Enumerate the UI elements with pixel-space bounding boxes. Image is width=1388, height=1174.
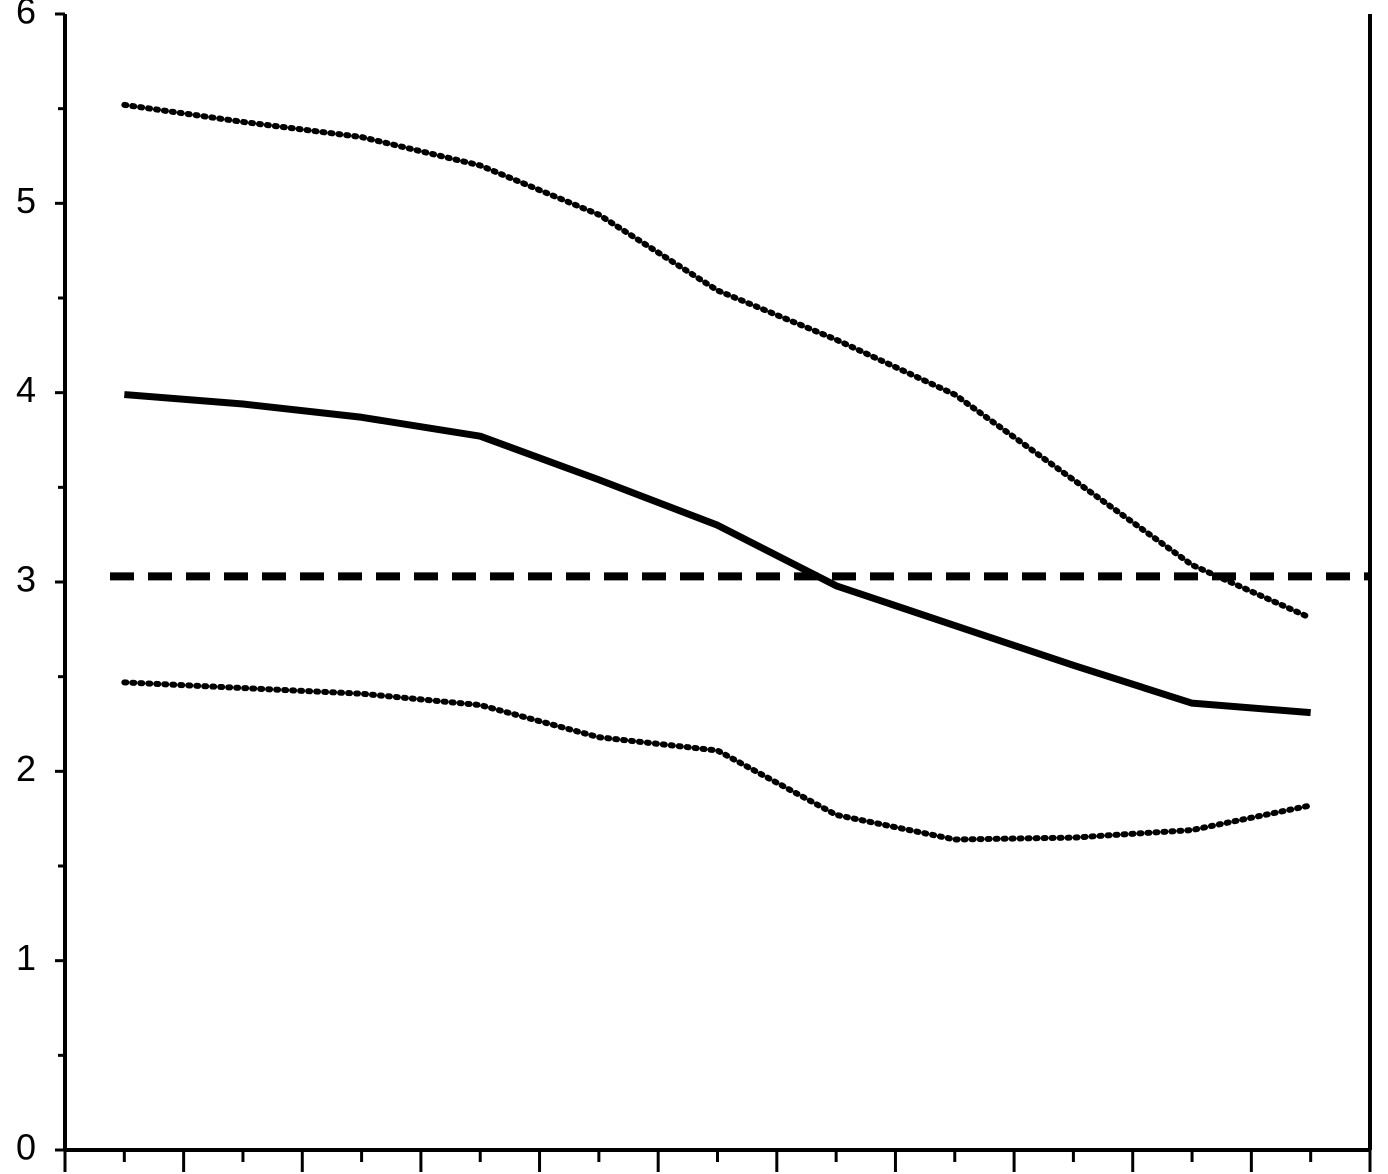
y-tick-label: 0	[16, 1127, 36, 1168]
data-line	[124, 391, 1311, 717]
y-tick-label: 3	[16, 559, 36, 600]
y-tick-label: 4	[16, 369, 36, 410]
y-tick-label: 6	[16, 0, 36, 32]
data-line	[121, 679, 1314, 843]
y-tick-label: 5	[16, 180, 36, 221]
y-tick-label: 1	[16, 937, 36, 978]
data-line	[121, 101, 1314, 621]
y-tick-label: 2	[16, 748, 36, 789]
